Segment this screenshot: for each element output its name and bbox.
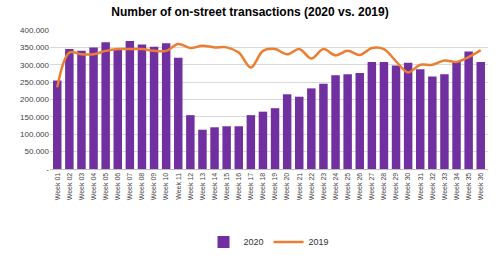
svg-text:Week 01: Week 01 [54,173,61,201]
svg-text:Week 18: Week 18 [259,173,266,201]
svg-text:Week 24: Week 24 [332,173,339,201]
svg-text:Week 20: Week 20 [283,173,290,201]
svg-text:Week 09: Week 09 [150,173,157,201]
svg-text:Week 28: Week 28 [380,173,387,201]
svg-text:2019: 2019 [309,237,329,247]
svg-text:Week 23: Week 23 [320,173,327,201]
svg-text:Week 05: Week 05 [102,173,109,201]
svg-text:Week 10: Week 10 [162,173,169,201]
svg-text:Week 29: Week 29 [392,173,399,201]
svg-text:Week 17: Week 17 [247,173,254,201]
svg-text:Week 36: Week 36 [477,173,484,201]
svg-text:Week 03: Week 03 [78,173,85,201]
svg-text:Week 08: Week 08 [138,173,145,201]
svg-text:Week 12: Week 12 [187,173,194,201]
svg-text:350.000: 350.000 [20,43,49,52]
svg-text:Week 32: Week 32 [429,173,436,201]
svg-text:Week 21: Week 21 [296,173,303,201]
svg-text:Week 13: Week 13 [199,173,206,201]
svg-text:300.000: 300.000 [20,61,49,70]
svg-text:Week 14: Week 14 [211,173,218,201]
svg-text:-: - [46,165,49,174]
svg-text:Week 15: Week 15 [223,173,230,201]
svg-text:Week 06: Week 06 [114,173,121,201]
svg-text:Week 25: Week 25 [344,173,351,201]
svg-text:400.000: 400.000 [20,26,49,35]
svg-text:Week 33: Week 33 [441,173,448,201]
svg-text:Week 16: Week 16 [235,173,242,201]
svg-text:50.000: 50.000 [25,147,50,156]
svg-text:2020: 2020 [244,237,264,247]
svg-text:Week 34: Week 34 [453,173,460,201]
svg-text:Week 11: Week 11 [175,173,182,200]
svg-text:250.000: 250.000 [20,78,49,87]
svg-text:Week 19: Week 19 [271,173,278,201]
svg-text:Week 27: Week 27 [368,173,375,201]
svg-text:Number of on-street transactio: Number of on-street transactions (2020 v… [111,5,388,19]
svg-text:150.000: 150.000 [20,113,49,122]
svg-text:Week 04: Week 04 [90,173,97,201]
svg-text:100.000: 100.000 [20,130,49,139]
svg-text:200.000: 200.000 [20,95,49,104]
svg-text:Week 22: Week 22 [308,173,315,201]
svg-text:Week 02: Week 02 [66,173,73,201]
svg-text:Week 35: Week 35 [465,173,472,201]
svg-text:Week 30: Week 30 [404,173,411,201]
svg-text:Week 31: Week 31 [417,173,424,201]
svg-text:Week 26: Week 26 [356,173,363,201]
svg-text:Week 07: Week 07 [126,173,133,201]
